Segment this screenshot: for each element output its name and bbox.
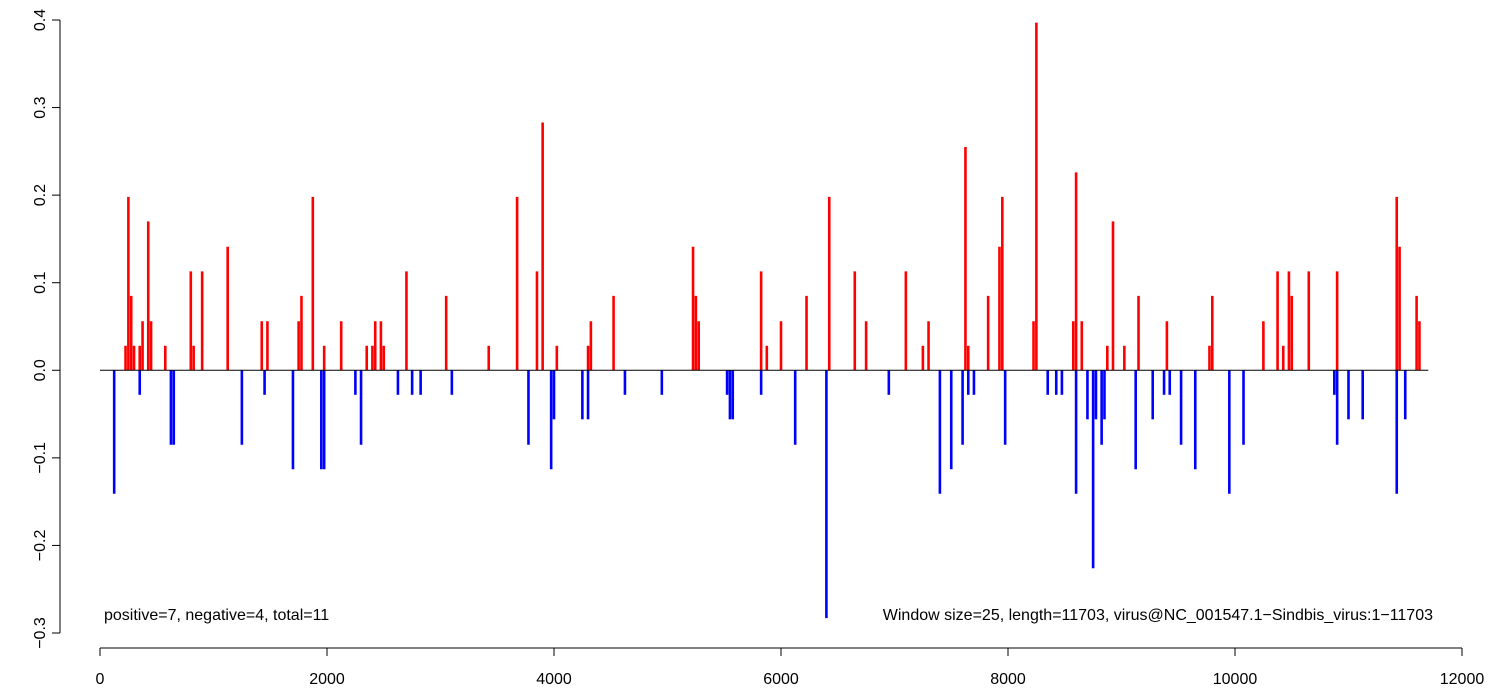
bar-series-group — [112, 22, 1421, 619]
x-tick-label-4: 8000 — [990, 671, 1026, 688]
x-axis: 0 2000 4000 6000 8000 10000 12000 — [96, 647, 1485, 688]
x-tick-label-3: 6000 — [763, 671, 799, 688]
y-tick-label-6: 0.3 — [32, 96, 49, 118]
y-tick-label-7: 0.4 — [32, 9, 49, 31]
y-tick-label-0: −0.3 — [32, 617, 49, 649]
x-tick-label-2: 4000 — [536, 671, 572, 688]
y-axis: −0.3 −0.2 −0.1 0.0 0.1 0.2 0.3 0.4 — [32, 9, 61, 649]
x-tick-label-0: 0 — [96, 671, 105, 688]
x-tick-label-1: 2000 — [309, 671, 345, 688]
window-info-annotation: Window size=25, length=11703, virus@NC_0… — [883, 607, 1433, 624]
x-tick-label-6: 12000 — [1440, 671, 1485, 688]
y-tick-label-2: −0.1 — [32, 442, 49, 474]
x-tick-label-5: 10000 — [1213, 671, 1258, 688]
y-tick-label-5: 0.2 — [32, 184, 49, 206]
y-tick-label-3: 0.0 — [32, 359, 49, 381]
y-tick-label-4: 0.1 — [32, 271, 49, 293]
y-tick-label-1: −0.2 — [32, 530, 49, 562]
summary-annotation: positive=7, negative=4, total=11 — [104, 607, 329, 624]
